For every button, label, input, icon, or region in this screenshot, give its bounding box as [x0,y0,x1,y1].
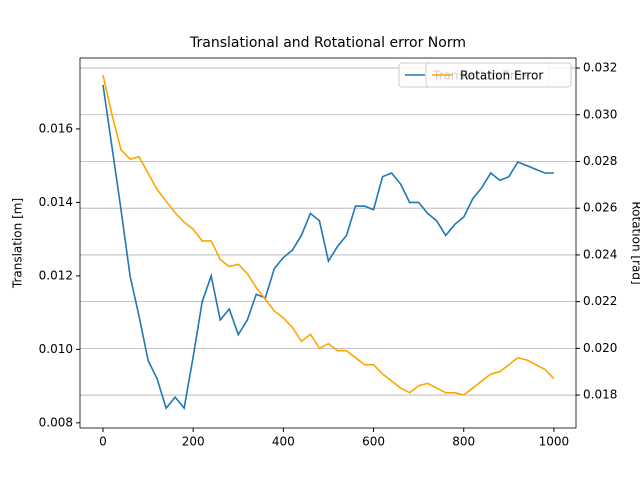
y-tick-label: 0.008 [39,415,73,429]
x-tick-label: 600 [362,435,385,449]
y-tick-label: 0.012 [39,268,73,282]
x-tick-label: 0 [99,435,107,449]
y2-tick-label: 0.024 [583,247,617,261]
y2-tick-label: 0.026 [583,201,617,215]
y2-tick-label: 0.020 [583,341,617,355]
line-series [102,84,554,411]
y2-tick-label: 0.032 [583,61,617,75]
x-tick-label: 400 [272,435,295,449]
legend-box [425,62,572,88]
x-tick-label: 1000 [539,435,570,449]
y-tick-label: 0.010 [39,342,73,356]
y2-tick-label: 0.028 [583,154,617,168]
y2-tick-label: 0.022 [583,294,617,308]
chart-title: Translational and Rotational error Norm [189,35,466,51]
y-tick-label: 0.014 [39,195,73,209]
y2-tick-label: 0.030 [583,107,617,121]
y-tick-label: 0.016 [39,121,73,135]
y-axis-label: Translation [m] [11,198,25,289]
y2-tick-label: 0.018 [583,388,617,402]
y2-axis-label: Rotation [rad] [630,201,640,284]
plot-frame [79,57,577,429]
x-tick-label: 800 [452,435,475,449]
x-tick-label: 200 [182,435,205,449]
line-series [102,74,555,396]
legend-label: Rotation Error [460,69,543,83]
